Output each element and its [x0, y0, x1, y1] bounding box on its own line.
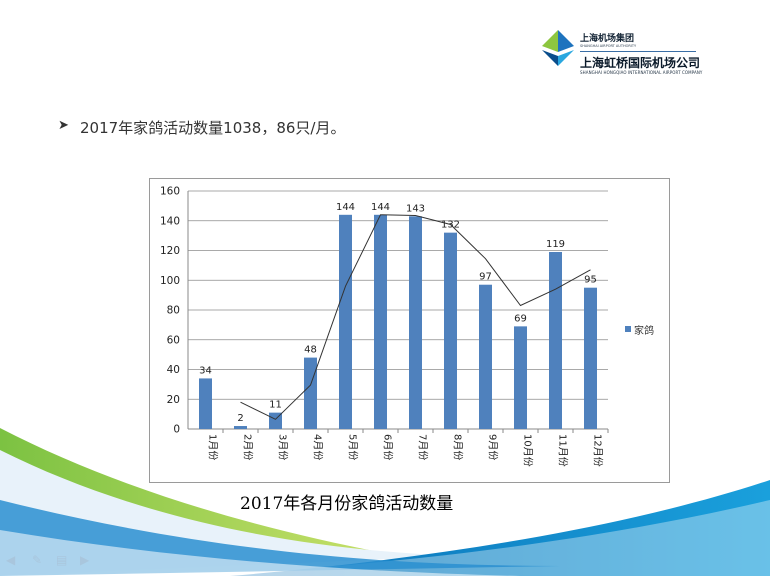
- bar: [549, 251, 562, 429]
- x-tick-label: 8月份: [452, 434, 464, 460]
- bar: [374, 214, 387, 429]
- y-tick-label: 60: [167, 334, 180, 346]
- data-label: 144: [371, 202, 390, 213]
- data-label: 119: [546, 239, 565, 250]
- x-tick-label: 6月份: [382, 434, 394, 460]
- bar: [339, 214, 352, 429]
- x-tick-label: 11月份: [557, 434, 569, 467]
- bullet-text: 2017年家鸽活动数量1038，86只/月。: [80, 119, 346, 137]
- x-tick-label: 4月份: [312, 434, 324, 460]
- x-tick-label: 7月份: [417, 434, 429, 460]
- y-tick-label: 100: [160, 275, 180, 287]
- chart-title: 2017年各月份家鸽活动数量: [240, 494, 454, 514]
- data-label: 11: [269, 400, 282, 411]
- legend-label: 家鸽: [634, 326, 654, 337]
- data-label: 2: [237, 413, 243, 424]
- back-icon[interactable]: ◀: [6, 553, 16, 567]
- forward-icon[interactable]: ▶: [80, 553, 90, 567]
- logo-divider: [580, 51, 696, 52]
- data-label: 95: [584, 275, 597, 286]
- bar: [409, 216, 422, 429]
- y-tick-label: 80: [167, 305, 180, 317]
- y-tick-label: 0: [173, 424, 180, 436]
- company-logo: 上海机场集团 SHANGHAI AIRPORT AUTHORITY 上海虹桥国际…: [540, 28, 710, 78]
- legend-swatch: [625, 326, 631, 332]
- bar: [584, 287, 597, 429]
- logo-company-cn: 上海虹桥国际机场公司: [580, 56, 701, 70]
- chart-frame: 0 20 40 60 80 100 120 140 160 34 1月份 2 2月份 11 3月份 48 4月份…: [149, 178, 670, 483]
- bar: [234, 426, 247, 429]
- x-tick-label: 10月份: [522, 434, 534, 467]
- logo-group-en: SHANGHAI AIRPORT AUTHORITY: [580, 44, 637, 48]
- x-tick-label: 12月份: [592, 434, 604, 467]
- bar: [514, 326, 527, 429]
- bar: [479, 284, 492, 429]
- data-label: 69: [514, 313, 527, 324]
- x-tick-label: 3月份: [277, 434, 289, 460]
- logo-mark-icon: [542, 30, 574, 66]
- y-tick-label: 120: [160, 245, 180, 257]
- data-label: 97: [479, 272, 492, 283]
- x-tick-label: 9月份: [487, 434, 499, 460]
- bar-chart: 0 20 40 60 80 100 120 140 160 34 1月份 2 2月份 11 3月份 48 4月份…: [160, 186, 609, 467]
- data-label: 144: [336, 202, 355, 213]
- data-label: 48: [304, 345, 317, 356]
- y-tick-label: 160: [160, 186, 180, 198]
- trendline: [240, 214, 591, 420]
- y-tick-label: 140: [160, 215, 180, 227]
- bar: [199, 378, 212, 429]
- x-tick-label: 5月份: [347, 434, 359, 460]
- menu-icon[interactable]: ▤: [56, 553, 68, 567]
- y-tick-label: 20: [167, 394, 180, 406]
- x-tick-label: 1月份: [207, 434, 219, 460]
- decorative-wave: [0, 428, 770, 576]
- logo-company-en: SHANGHAI HONGQIAO INTERNATIONAL AIRPORT …: [580, 70, 703, 75]
- data-label: 34: [199, 365, 212, 376]
- bar: [444, 232, 457, 429]
- logo-group-cn: 上海机场集团: [580, 34, 635, 44]
- x-tick-label: 2月份: [242, 434, 254, 460]
- bullet-arrow-icon: ➤: [58, 118, 69, 133]
- data-label: 143: [406, 203, 425, 214]
- y-tick-label: 40: [167, 364, 180, 376]
- pen-icon[interactable]: ✎: [32, 553, 43, 567]
